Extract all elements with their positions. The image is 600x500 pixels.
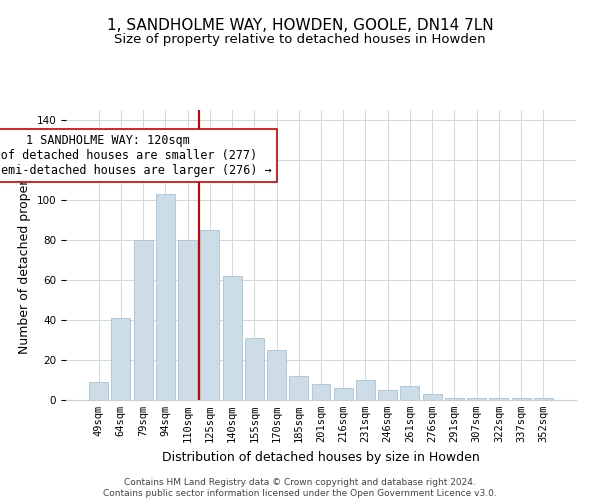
Bar <box>178 240 197 400</box>
Bar <box>378 390 397 400</box>
Bar <box>467 398 486 400</box>
Bar <box>134 240 152 400</box>
Bar <box>512 398 530 400</box>
Bar <box>356 380 375 400</box>
Bar <box>490 398 508 400</box>
Y-axis label: Number of detached properties: Number of detached properties <box>18 156 31 354</box>
Bar <box>423 394 442 400</box>
Bar <box>534 398 553 400</box>
Bar <box>267 350 286 400</box>
Bar <box>245 338 264 400</box>
Bar <box>311 384 331 400</box>
Bar <box>289 376 308 400</box>
Bar <box>445 398 464 400</box>
Text: Contains HM Land Registry data © Crown copyright and database right 2024.
Contai: Contains HM Land Registry data © Crown c… <box>103 478 497 498</box>
Bar <box>334 388 353 400</box>
Bar <box>400 386 419 400</box>
Text: Size of property relative to detached houses in Howden: Size of property relative to detached ho… <box>114 32 486 46</box>
Text: 1, SANDHOLME WAY, HOWDEN, GOOLE, DN14 7LN: 1, SANDHOLME WAY, HOWDEN, GOOLE, DN14 7L… <box>107 18 493 32</box>
Bar <box>89 382 108 400</box>
Bar <box>223 276 242 400</box>
Text: 1 SANDHOLME WAY: 120sqm
← 50% of detached houses are smaller (277)
50% of semi-d: 1 SANDHOLME WAY: 120sqm ← 50% of detache… <box>0 134 272 177</box>
Bar <box>200 230 219 400</box>
Bar <box>112 318 130 400</box>
Bar <box>156 194 175 400</box>
X-axis label: Distribution of detached houses by size in Howden: Distribution of detached houses by size … <box>162 450 480 464</box>
